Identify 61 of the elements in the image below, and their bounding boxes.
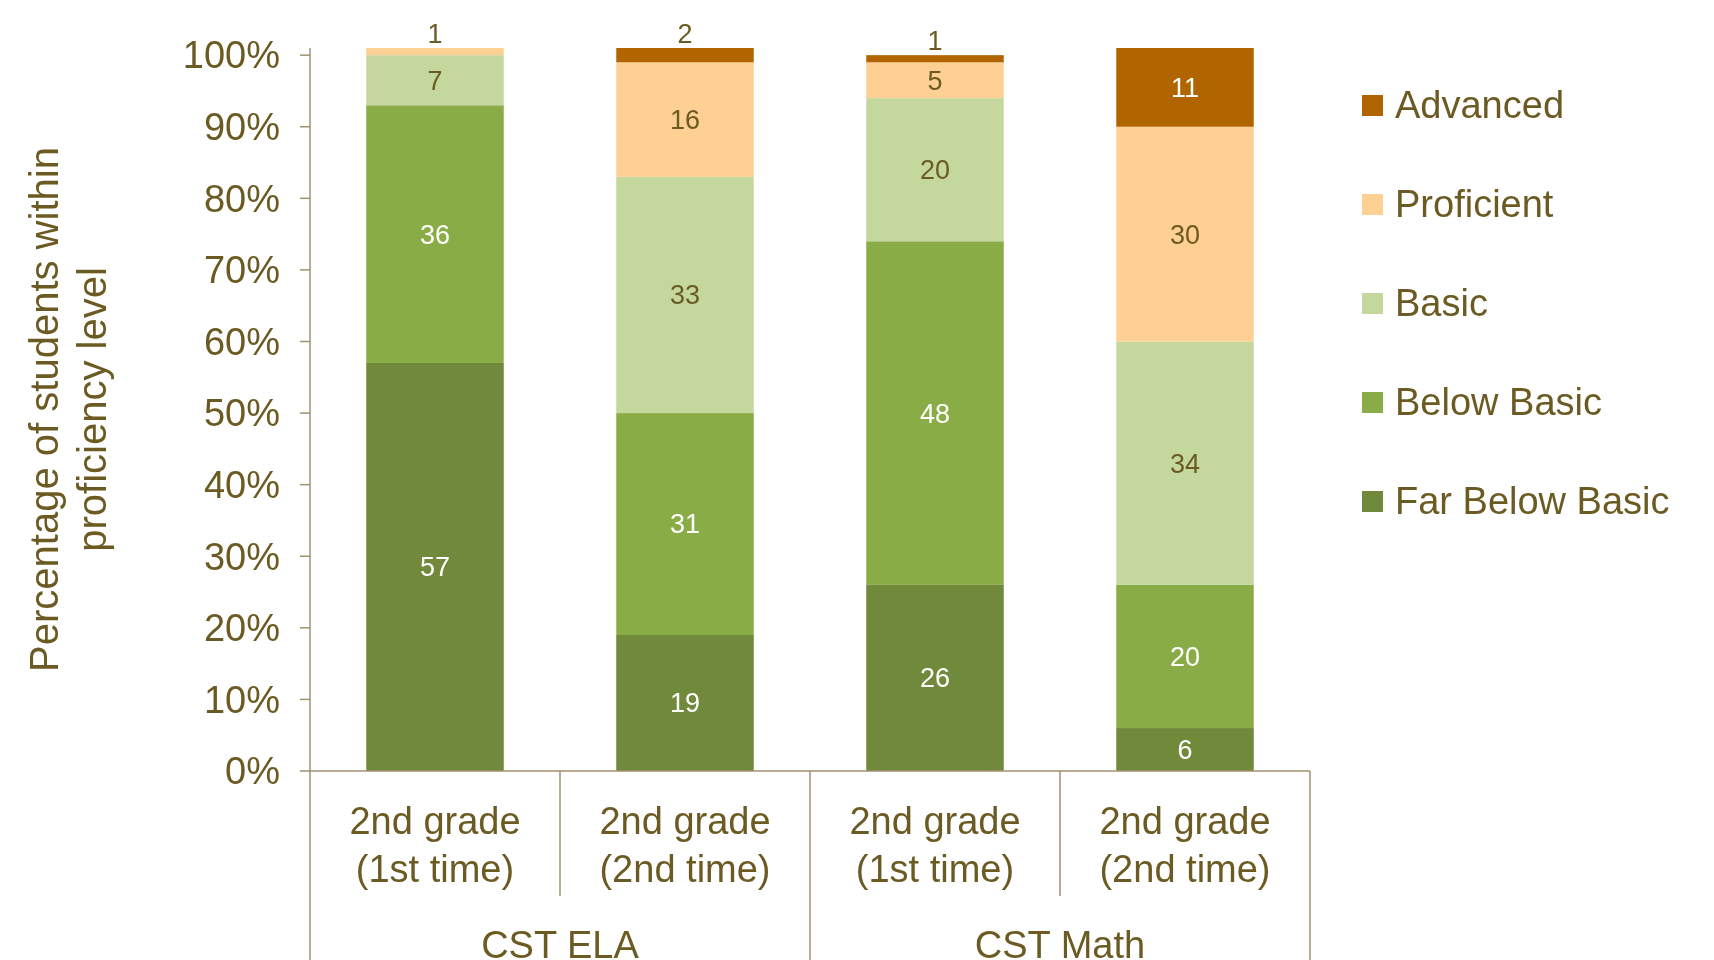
- bar: [366, 55, 504, 106]
- bar: [866, 62, 1004, 99]
- y-tick-label: 70%: [203, 249, 280, 292]
- data-label: 57: [419, 552, 451, 583]
- y-tick-label: 10%: [203, 678, 280, 721]
- bar: [1116, 48, 1254, 127]
- y-tick-label: 30%: [203, 535, 280, 578]
- legend-label: Far Below Basic: [1395, 480, 1670, 523]
- bar: [616, 413, 754, 635]
- x-tick-label: 2nd grade (1st time): [849, 800, 1021, 890]
- text: CST ELA: [481, 924, 640, 960]
- data-label: 31: [669, 509, 701, 540]
- x-tick-label: 2nd grade (2nd time): [599, 800, 771, 890]
- data-label: 34: [1169, 448, 1201, 479]
- legend-label: Advanced: [1395, 84, 1565, 127]
- data-label: 48: [919, 398, 951, 429]
- bar: [1116, 341, 1254, 585]
- x-tick-label: 2nd grade (1st time): [349, 800, 521, 890]
- bar: [616, 62, 754, 177]
- bar: [616, 176, 754, 414]
- legend-label: Basic: [1395, 282, 1488, 325]
- bar: [1116, 584, 1254, 729]
- bar: [866, 584, 1004, 771]
- data-label: 20: [1169, 641, 1201, 672]
- y-tick-label: 40%: [203, 463, 280, 506]
- data-label: 5: [927, 65, 943, 96]
- y-tick-label: 90%: [203, 106, 280, 149]
- y-tick-label: 20%: [203, 607, 280, 650]
- legend-label: Below Basic: [1395, 381, 1602, 424]
- bar: [616, 634, 754, 771]
- bar: [1116, 126, 1254, 342]
- y-tick-label: 100%: [182, 34, 280, 77]
- text: CST Math: [974, 924, 1146, 960]
- data-label: 2: [677, 19, 693, 49]
- bar: [866, 241, 1004, 585]
- bar: [366, 362, 504, 771]
- bar: [366, 105, 504, 363]
- bar: [366, 48, 504, 56]
- legend-label: Proficient: [1395, 183, 1554, 226]
- bar: [866, 98, 1004, 242]
- data-label: 11: [1170, 72, 1200, 103]
- data-label: 33: [669, 280, 701, 311]
- y-axis-title: Percentage of students within proficiency level: [22, 147, 114, 672]
- data-label: 19: [669, 688, 701, 719]
- y-tick-label: 50%: [203, 392, 280, 435]
- y-tick-label: 0%: [225, 750, 280, 793]
- data-label: 16: [669, 105, 701, 136]
- x-tick-label: 2nd grade (2nd time): [1099, 800, 1271, 890]
- bar: [1116, 728, 1254, 771]
- bar: [866, 55, 1004, 63]
- data-label: 1: [927, 26, 943, 57]
- data-label: 30: [1169, 219, 1201, 250]
- data-label: 7: [427, 65, 443, 96]
- y-tick-label: 60%: [203, 320, 280, 363]
- bar: [616, 48, 754, 63]
- data-label: 20: [919, 155, 951, 186]
- data-label: 26: [919, 663, 951, 694]
- data-label: 1: [427, 19, 443, 49]
- y-tick-label: 80%: [203, 177, 280, 220]
- data-label: 6: [1177, 734, 1193, 765]
- data-label: 36: [419, 219, 451, 250]
